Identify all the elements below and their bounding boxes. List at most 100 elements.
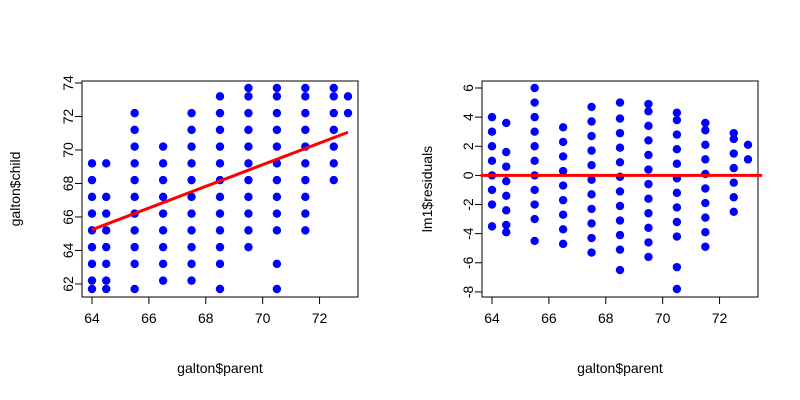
data-point [743,155,753,164]
data-point [272,259,282,269]
data-point [587,190,596,199]
data-points [487,83,753,294]
data-point [158,209,168,218]
y-tick-label: 72 [60,108,76,124]
y-axis-title: lm1$residuals [419,146,435,232]
data-point [158,276,168,285]
x-tick-label: 72 [312,310,328,326]
data-point [530,127,539,136]
data-point [301,209,310,218]
y-tick-label: -8 [460,285,476,298]
data-point [558,195,568,205]
data-point [301,159,310,168]
data-point [644,150,653,160]
data-point [644,107,653,116]
data-point [587,175,596,184]
data-point [558,137,568,147]
data-point [329,175,338,185]
data-point [729,178,738,187]
data-point [102,192,111,202]
data-point [244,192,253,202]
data-point [672,217,682,227]
data-point [644,121,653,131]
data-point [530,200,539,209]
data-point [502,206,511,215]
data-point [244,83,253,93]
data-point [644,209,653,218]
data-point [701,118,710,128]
data-point [215,108,225,118]
y-tick-label: 64 [60,242,76,258]
data-point [558,210,568,219]
data-point [558,152,568,161]
data-point [615,265,625,275]
y-tick-label: 6 [460,84,476,92]
data-point [487,156,497,166]
x-axis-title: galton$parent [577,360,663,376]
data-point [130,142,139,151]
data-point [87,276,97,285]
x-tick-label: 68 [598,310,614,326]
data-point [158,242,168,252]
data-point [130,242,139,252]
data-point [487,127,497,136]
data-point [487,222,497,231]
data-point [187,192,196,202]
data-point [672,188,682,198]
data-point [343,108,353,118]
regression-line-segment [91,130,349,232]
data-point [729,128,738,138]
data-point [87,242,97,252]
data-point [701,140,710,150]
data-point [587,248,596,257]
data-point [530,112,539,122]
y-tick-label: 74 [60,75,76,91]
data-point [644,223,653,233]
y-tick-label: -4 [460,227,476,240]
data-point [130,175,139,185]
data-point [615,114,625,123]
data-point [329,83,338,93]
data-point [272,175,282,185]
data-point [102,259,111,269]
y-axis-title: galton$child [7,152,23,227]
data-point [672,159,682,168]
x-tick-label: 64 [484,310,500,326]
data-point [187,226,196,235]
data-point [615,187,625,196]
data-point [102,242,111,252]
data-point [672,232,682,241]
data-point [244,125,253,135]
data-point [502,147,511,157]
data-point [615,143,625,152]
data-point [329,108,338,118]
data-point [502,191,511,200]
data-point [644,238,653,247]
data-point [701,184,710,193]
data-point [87,192,97,202]
data-point [87,209,97,218]
data-point [558,166,568,176]
data-point [487,185,497,195]
data-point [701,242,710,251]
data-point [301,83,310,93]
data-point [130,108,139,118]
data-point [244,159,253,168]
data-point [187,108,196,118]
data-point [187,142,196,151]
data-point [272,226,282,235]
data-point [130,125,139,135]
panel-residuals-vs-parent: 64 66 68 70 72 -8 -6 -4 -2 0 2 4 6 galton$parent lm… [419,80,763,376]
data-point [87,284,97,294]
data-point [329,159,338,168]
data-point [615,230,625,240]
data-point [530,83,539,93]
data-point [215,259,225,269]
data-point [615,216,625,225]
regression-line [91,130,349,232]
x-axis: 64 66 68 70 72 [84,296,328,326]
data-point [272,108,282,118]
data-point [244,242,253,252]
